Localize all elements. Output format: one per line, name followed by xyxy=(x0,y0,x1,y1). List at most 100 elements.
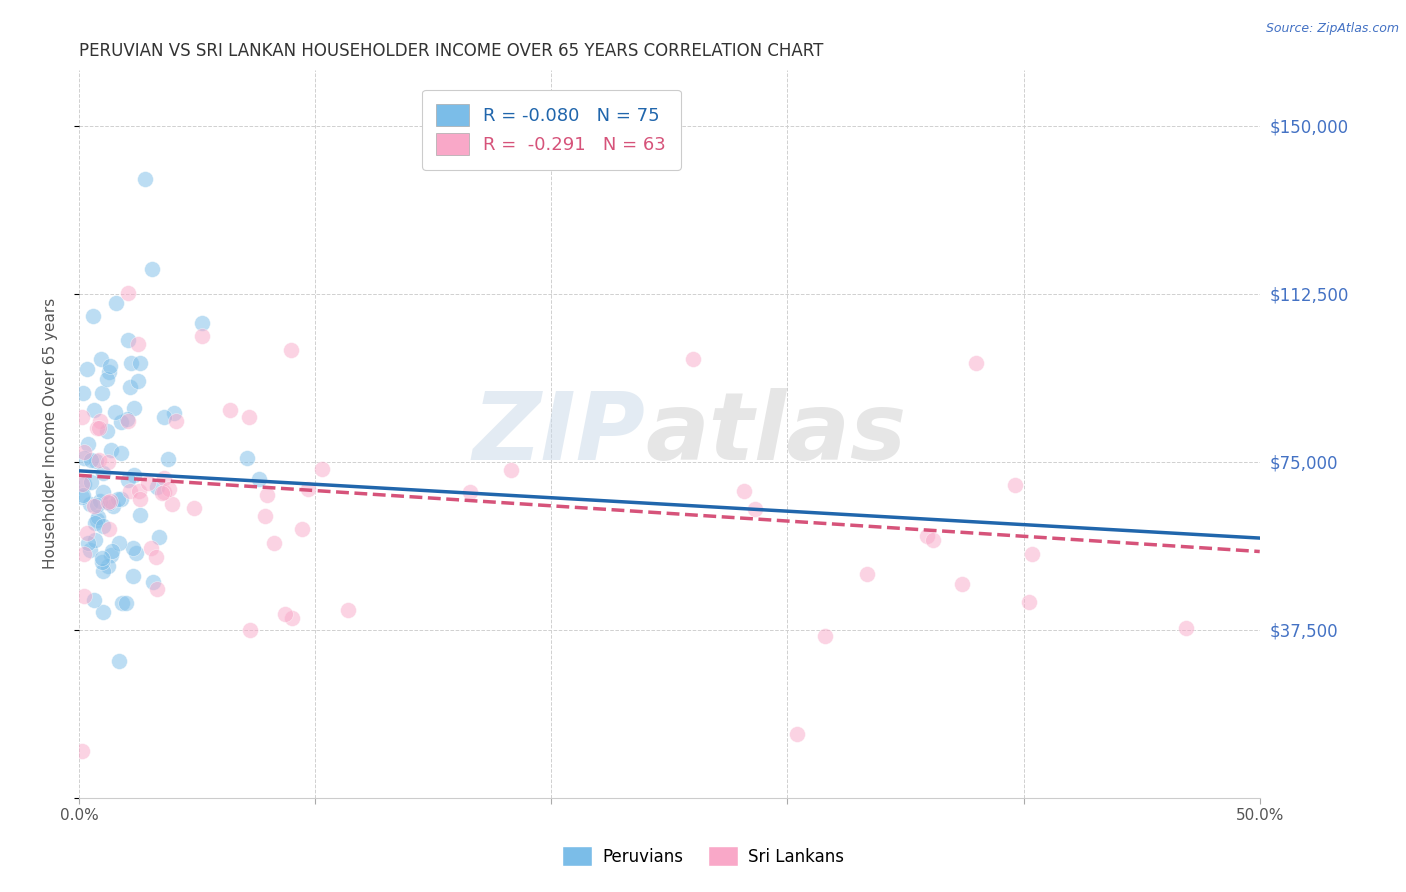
Point xyxy=(297,482,319,496)
Point xyxy=(108,536,131,550)
Point xyxy=(129,492,152,507)
Point xyxy=(83,516,105,531)
Point xyxy=(84,533,107,547)
Point xyxy=(921,533,943,547)
Point xyxy=(90,555,112,569)
Point xyxy=(72,385,94,400)
Point xyxy=(77,535,100,549)
Point xyxy=(153,471,176,485)
Point xyxy=(219,402,242,417)
Point xyxy=(190,329,212,343)
Point xyxy=(100,443,122,458)
Point xyxy=(281,611,304,625)
Point xyxy=(1018,594,1040,608)
Point xyxy=(163,406,186,420)
Point xyxy=(165,414,187,428)
Point xyxy=(76,437,98,451)
Point xyxy=(134,172,156,186)
Point xyxy=(115,412,138,426)
Point xyxy=(122,569,145,583)
Point xyxy=(142,575,165,590)
Point xyxy=(89,494,111,508)
Point xyxy=(98,523,121,537)
Point xyxy=(1004,478,1026,492)
Point xyxy=(89,453,111,467)
Point xyxy=(86,498,108,512)
Point xyxy=(238,409,260,424)
Point xyxy=(115,596,138,610)
Point xyxy=(72,488,94,502)
Point xyxy=(83,499,105,513)
Point xyxy=(90,351,112,366)
Point xyxy=(291,523,314,537)
Point xyxy=(89,414,111,428)
Point xyxy=(82,309,104,323)
Point xyxy=(254,508,277,523)
Point xyxy=(120,356,142,370)
Text: Source: ZipAtlas.com: Source: ZipAtlas.com xyxy=(1265,22,1399,36)
Point xyxy=(141,262,163,277)
Point xyxy=(499,463,522,477)
Point xyxy=(138,476,160,491)
Point xyxy=(855,567,877,582)
Point xyxy=(73,445,96,459)
Point xyxy=(104,405,127,419)
Point xyxy=(83,592,105,607)
Point xyxy=(117,413,139,427)
Point xyxy=(105,295,128,310)
Point xyxy=(91,564,114,578)
Point xyxy=(156,451,179,466)
Point xyxy=(145,582,167,596)
Point xyxy=(84,454,107,468)
Point xyxy=(101,500,124,514)
Point xyxy=(120,484,142,499)
Point xyxy=(239,623,262,637)
Y-axis label: Householder Income Over 65 years: Householder Income Over 65 years xyxy=(44,298,58,569)
Point xyxy=(1021,547,1043,561)
Point xyxy=(965,356,987,370)
Point xyxy=(96,424,118,438)
Point xyxy=(744,501,766,516)
Point xyxy=(950,577,973,591)
Point xyxy=(98,359,121,374)
Point xyxy=(122,467,145,482)
Point xyxy=(247,472,270,486)
Legend: R = -0.080   N = 75, R =  -0.291   N = 63: R = -0.080 N = 75, R = -0.291 N = 63 xyxy=(422,89,681,169)
Point xyxy=(256,488,278,502)
Point xyxy=(72,590,94,604)
Point xyxy=(814,629,837,643)
Text: PERUVIAN VS SRI LANKAN HOUSEHOLDER INCOME OVER 65 YEARS CORRELATION CHART: PERUVIAN VS SRI LANKAN HOUSEHOLDER INCOM… xyxy=(79,42,824,60)
Point xyxy=(90,551,112,566)
Point xyxy=(91,466,114,480)
Point xyxy=(91,385,114,400)
Point xyxy=(117,333,139,347)
Point xyxy=(87,510,110,524)
Point xyxy=(157,482,180,496)
Point xyxy=(110,446,132,460)
Point xyxy=(97,365,120,379)
Point xyxy=(110,415,132,429)
Point xyxy=(190,316,212,330)
Point xyxy=(73,547,96,561)
Point xyxy=(336,603,359,617)
Point xyxy=(70,744,93,758)
Point xyxy=(97,455,120,469)
Point xyxy=(86,513,108,527)
Point xyxy=(70,409,93,424)
Point xyxy=(79,497,101,511)
Point xyxy=(96,372,118,386)
Point xyxy=(160,497,183,511)
Point xyxy=(117,286,139,301)
Point xyxy=(87,421,110,435)
Point xyxy=(236,451,259,466)
Point xyxy=(101,543,124,558)
Point xyxy=(91,519,114,533)
Point xyxy=(110,491,132,506)
Point xyxy=(153,484,176,499)
Point xyxy=(98,494,121,508)
Point xyxy=(1174,621,1197,635)
Point xyxy=(70,476,93,491)
Point xyxy=(73,450,96,465)
Point xyxy=(118,380,141,394)
Point xyxy=(76,361,98,376)
